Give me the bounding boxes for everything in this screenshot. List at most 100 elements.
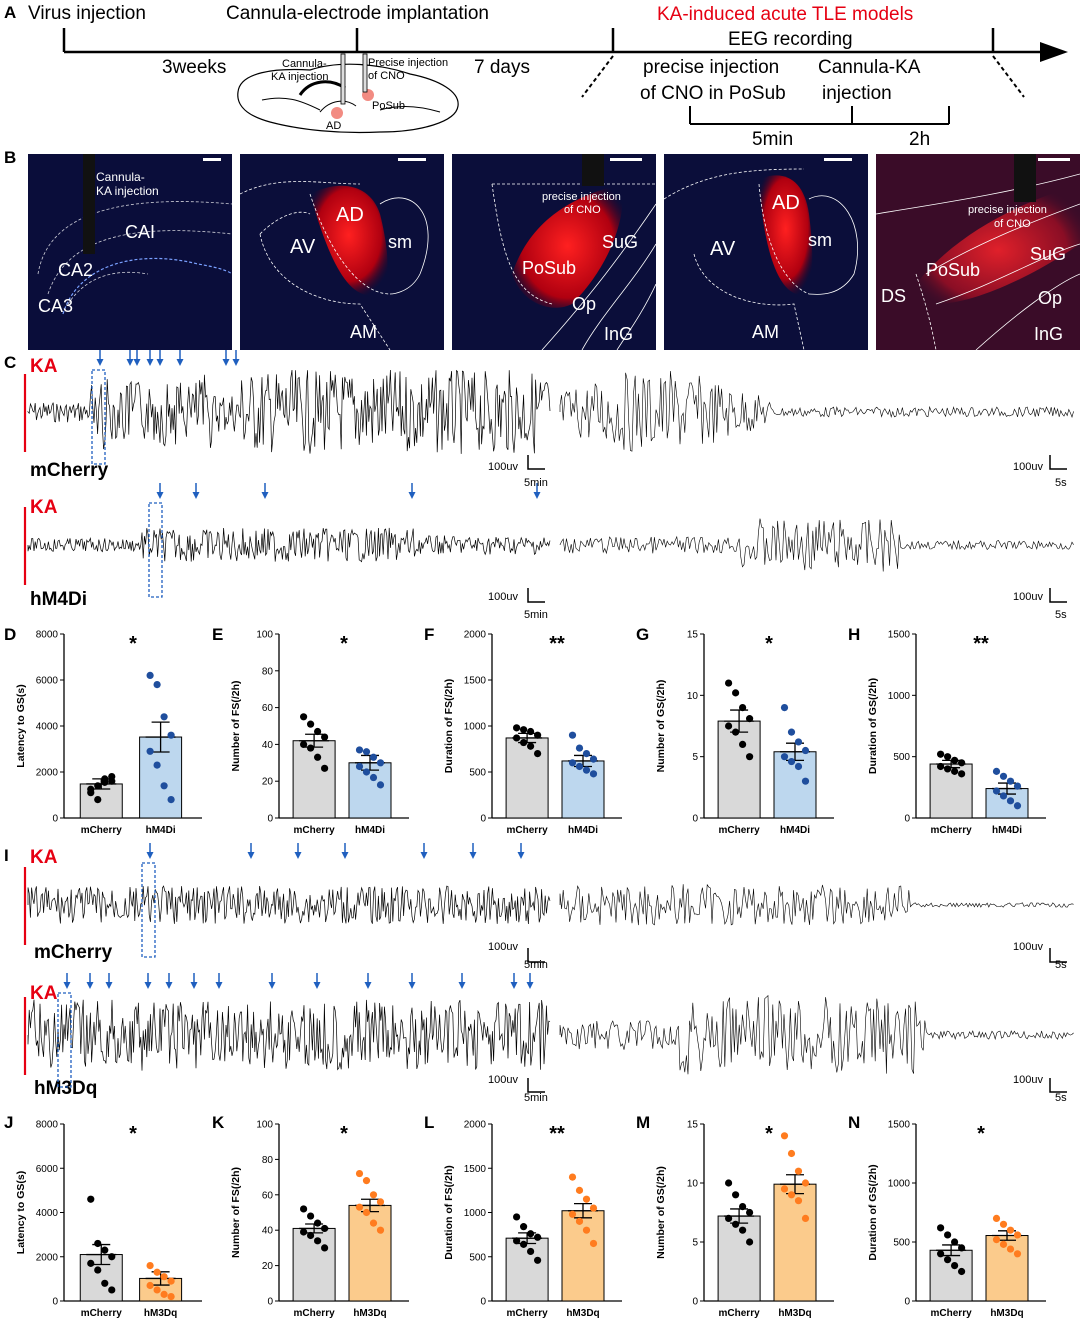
data-point: [527, 1247, 535, 1256]
data-point: [160, 1290, 168, 1298]
x-tick-label: mCherry: [294, 1308, 336, 1319]
data-point: [999, 1220, 1008, 1228]
timeline-virus-injection: Virus injection: [28, 3, 146, 24]
x-tick-label: mCherry: [294, 825, 336, 836]
data-point: [937, 750, 945, 758]
x-tick-label: hM3Dq: [353, 1308, 386, 1319]
y-axis-label: Number of GS(/2h): [655, 1166, 667, 1259]
scale-5s-c2r: 5s: [1055, 609, 1067, 621]
bar-hM4Di: [773, 751, 817, 819]
data-point: [534, 1233, 542, 1241]
data-point: [801, 1214, 810, 1222]
ka-label-i1: KA: [30, 847, 58, 868]
data-point: [732, 728, 740, 736]
significance-marker: *: [340, 1123, 348, 1145]
x-tick-label: hM4Di: [780, 825, 810, 836]
data-point: [300, 713, 308, 721]
data-point: [362, 748, 371, 756]
data-point: [527, 727, 535, 736]
data-point: [520, 1223, 528, 1231]
data-point: [369, 773, 378, 782]
y-axis-label: Number of FS(/2h): [230, 681, 242, 772]
data-point: [568, 1210, 577, 1218]
y-axis-label: Duration of FS(/2h): [443, 679, 455, 774]
bar-hM4Di: [348, 762, 392, 819]
data-point: [951, 1238, 959, 1246]
data-point: [780, 1132, 789, 1140]
data-point: [369, 753, 378, 761]
y-tick-label: 1000: [464, 722, 487, 733]
data-point: [787, 1191, 796, 1199]
x-tick-label: mCherry: [81, 825, 123, 836]
data-point: [146, 671, 154, 680]
micro5-label-6: InG: [1034, 324, 1064, 344]
data-point: [376, 1226, 385, 1234]
chart-h: H 0 500 1000 1500 Duration of GS(/2h) mCherry h…: [848, 625, 1046, 836]
chart-l: L 0 500 1000 1500 2000 Duration of FS(/2h) mChe…: [424, 1113, 622, 1319]
data-point: [314, 727, 322, 736]
data-point: [321, 1224, 329, 1233]
data-point: [739, 704, 747, 712]
x-tick-label: mCherry: [81, 1308, 123, 1319]
data-point: [153, 1286, 161, 1294]
micro2-label-av: AV: [290, 236, 316, 258]
data-point: [589, 1239, 598, 1248]
significance-marker: *: [977, 1123, 985, 1145]
scale-5s-c1r: 5s: [1055, 477, 1067, 489]
y-axis-label: Duration of GS(/2h): [867, 678, 879, 774]
ka-label-c1: KA: [30, 356, 58, 377]
data-point: [787, 757, 796, 766]
data-point: [355, 1203, 364, 1211]
y-tick-label: 0: [267, 1297, 273, 1308]
data-point: [369, 1191, 378, 1199]
panel-label-m: M: [636, 1113, 650, 1132]
data-point: [944, 765, 952, 773]
data-point: [1013, 1231, 1022, 1239]
scale-uv-c2r: 100uv: [1013, 591, 1043, 603]
ka-label-c2: KA: [30, 497, 58, 518]
micro4-label-sm: sm: [808, 230, 832, 250]
data-point: [355, 746, 364, 754]
data-point: [160, 782, 168, 790]
scale-5min-i1: 5min: [524, 959, 548, 971]
micro5-label-1: of CNO: [994, 218, 1031, 230]
data-point: [937, 1224, 945, 1232]
y-tick-label: 2000: [464, 1120, 487, 1131]
micro1-label-3: CA2: [58, 260, 94, 280]
x-tick-label: hM3Dq: [566, 1308, 599, 1319]
data-point: [739, 1203, 747, 1211]
micro4-label-ad: AD: [772, 192, 800, 214]
data-point: [513, 1213, 521, 1221]
significance-marker: *: [129, 1123, 137, 1145]
data-point: [527, 1230, 535, 1238]
bar-mCherry: [505, 737, 549, 819]
y-tick-label: 100: [256, 630, 273, 641]
micro1-label-4: CA3: [38, 296, 74, 316]
data-point: [992, 787, 1001, 795]
data-point: [951, 1262, 959, 1270]
data-point: [958, 1244, 966, 1252]
significance-marker: **: [549, 1123, 565, 1145]
y-tick-label: 1000: [464, 1208, 487, 1219]
y-tick-label: 6000: [36, 676, 59, 687]
y-tick-label: 10: [687, 691, 699, 702]
chart-k: K 0 20 40 60 80 100 Number of FS(/2h) mCherry hM3…: [212, 1113, 409, 1319]
x-tick-label: mCherry: [931, 825, 973, 836]
data-point: [725, 722, 733, 730]
micro3-label-4: Op: [572, 294, 597, 314]
scale-5s-i1r: 5s: [1055, 959, 1067, 971]
chart-d: D 0 2000 4000 6000 8000 Latency to GS(s) mCherr…: [4, 625, 202, 836]
brain-ka-label-2: KA injection: [271, 71, 329, 83]
micrograph-posub-hm4di: precise injection of CNO PoSub SuG DS Op…: [876, 154, 1080, 350]
data-point: [101, 778, 109, 786]
timeline-cannula-implantation: Cannula-electrode implantation: [226, 3, 489, 24]
data-point: [520, 726, 528, 734]
data-point: [534, 731, 542, 739]
data-point: [87, 785, 95, 793]
ka-label-i2: KA: [30, 983, 58, 1004]
y-tick-label: 0: [267, 814, 273, 825]
y-tick-label: 0: [692, 1297, 698, 1308]
data-point: [101, 1279, 109, 1287]
timeline-3weeks: 3weeks: [162, 57, 227, 78]
eeg-traces: [23, 350, 1074, 1093]
